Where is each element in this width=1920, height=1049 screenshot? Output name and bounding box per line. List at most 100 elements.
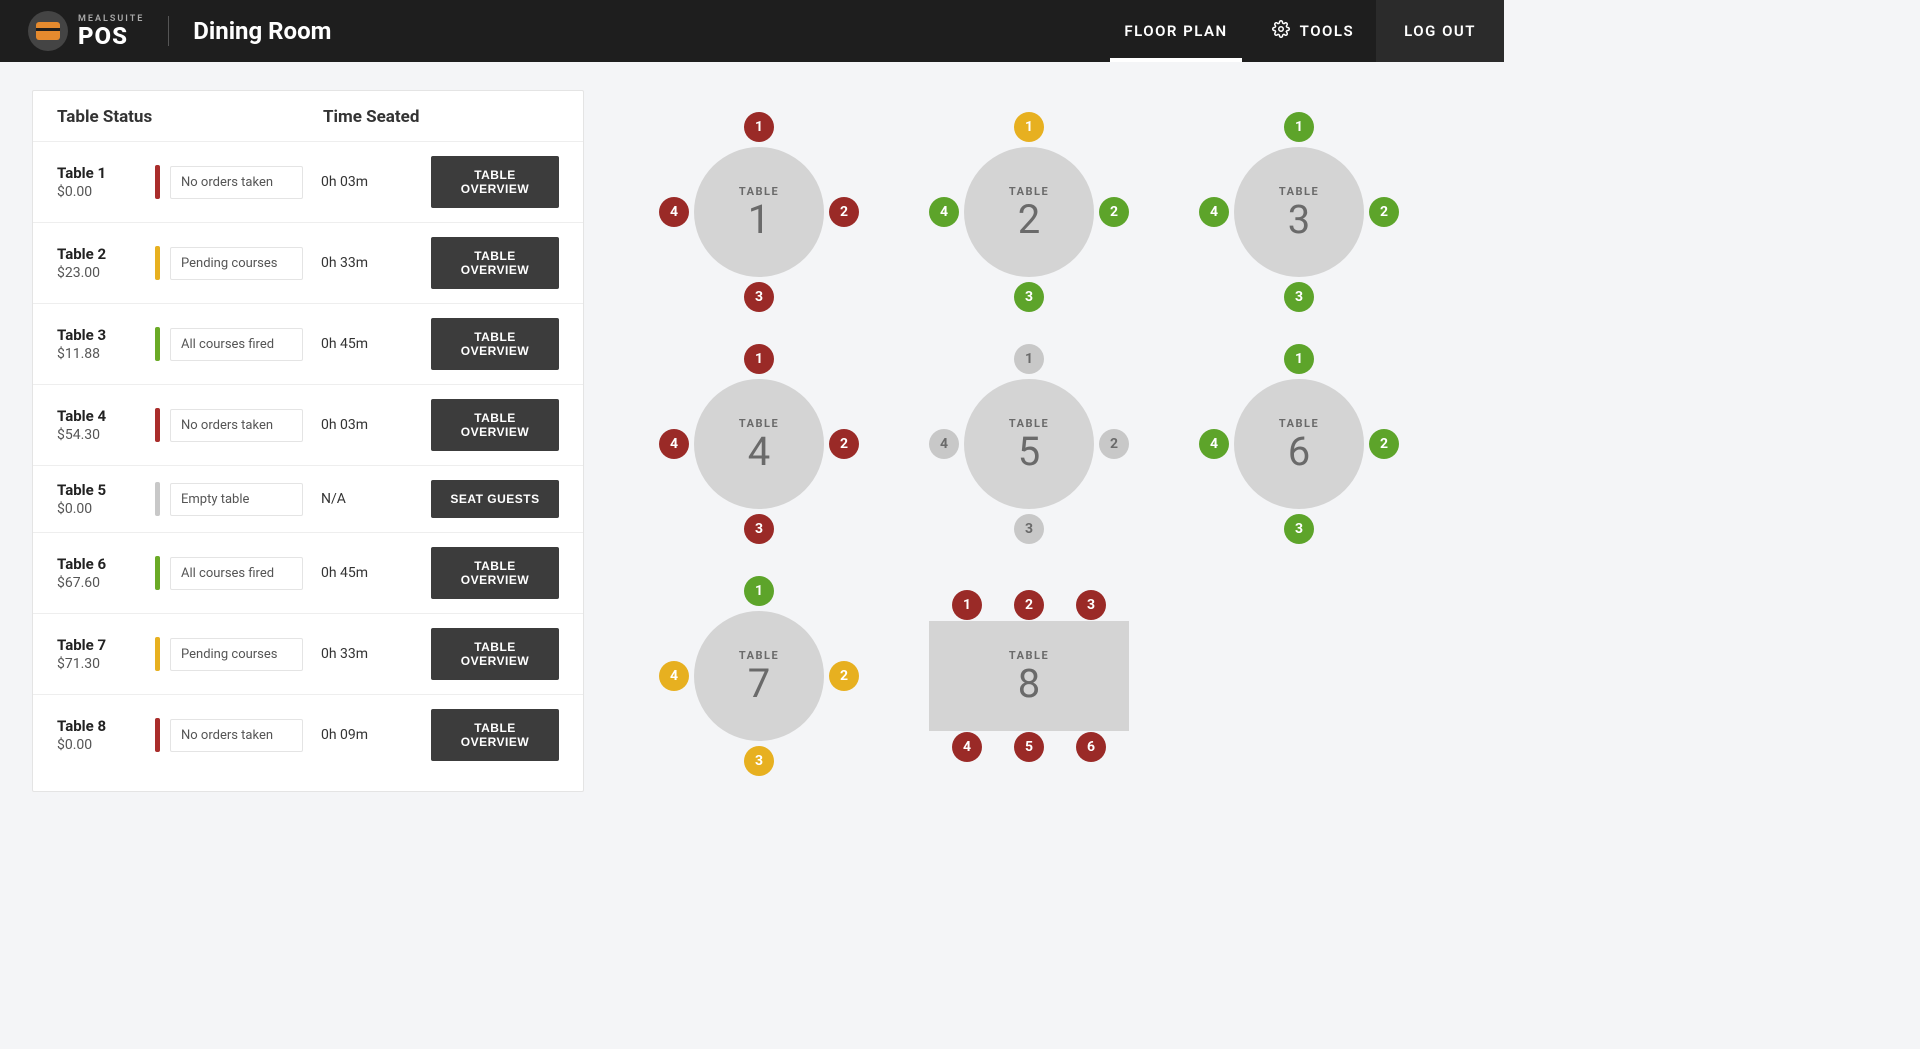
table-name: Table 7 (57, 636, 155, 654)
status-color-bar (155, 556, 160, 590)
seat[interactable]: 4 (659, 429, 689, 459)
table-action-button[interactable]: TABLE OVERVIEW (431, 318, 559, 370)
status-pill: All courses fired (155, 327, 303, 361)
floor-table[interactable]: TABLE 6 1234 (1164, 328, 1434, 560)
seat[interactable]: 5 (1014, 732, 1044, 762)
time-seated: 0h 09m (321, 727, 413, 743)
seat[interactable]: 3 (1284, 282, 1314, 312)
table-number: 7 (748, 664, 770, 704)
nav-logout-label: LOG OUT (1404, 22, 1476, 40)
table-name: Table 5 (57, 481, 155, 499)
table-action-button[interactable]: SEAT GUESTS (431, 480, 559, 518)
seat[interactable]: 1 (1284, 344, 1314, 374)
table-action-button[interactable]: TABLE OVERVIEW (431, 237, 559, 289)
table-amount: $67.60 (57, 575, 155, 591)
seat[interactable]: 2 (1369, 429, 1399, 459)
seat[interactable]: 1 (1014, 112, 1044, 142)
table-name-cell: Table 4 $54.30 (57, 407, 155, 443)
floor-table[interactable]: TABLE 8 1 2 3 4 5 6 (894, 560, 1434, 792)
floor-table[interactable]: TABLE 4 1234 (624, 328, 894, 560)
status-pill: Empty table (155, 482, 303, 516)
table-action-button[interactable]: TABLE OVERVIEW (431, 156, 559, 208)
seat[interactable]: 1 (952, 590, 982, 620)
status-text: All courses fired (170, 557, 303, 590)
seat[interactable]: 1 (744, 576, 774, 606)
floor-table[interactable]: TABLE 7 1 2 3 4 (624, 560, 894, 792)
seat[interactable]: 2 (1099, 429, 1129, 459)
brand-title: POS (78, 24, 144, 48)
seat[interactable]: 3 (1014, 282, 1044, 312)
header-divider (168, 16, 169, 46)
status-color-bar (155, 408, 160, 442)
status-pill: Pending courses (155, 246, 303, 280)
seat[interactable]: 4 (952, 732, 982, 762)
floor-table[interactable]: TABLE 5 1234 (894, 328, 1164, 560)
table-action-button[interactable]: TABLE OVERVIEW (431, 709, 559, 761)
status-color-bar (155, 637, 160, 671)
table-amount: $0.00 (57, 501, 155, 517)
app-header: MEALSUITE POS Dining Room FLOOR PLAN TOO… (0, 0, 1504, 62)
status-text: Pending courses (170, 638, 303, 671)
table-name: Table 4 (57, 407, 155, 425)
seat[interactable]: 4 (1199, 429, 1229, 459)
time-seated: 0h 45m (321, 336, 413, 352)
seat[interactable]: 1 (1284, 112, 1314, 142)
table-action-button[interactable]: TABLE OVERVIEW (431, 399, 559, 451)
table-action-button[interactable]: TABLE OVERVIEW (431, 547, 559, 599)
table-name-cell: Table 8 $0.00 (57, 717, 155, 753)
seat[interactable]: 2 (829, 661, 859, 691)
table-shape: TABLE 3 (1234, 147, 1364, 277)
status-text: Empty table (170, 483, 303, 516)
floor-table[interactable]: TABLE 1 1234 (624, 96, 894, 328)
time-seated: 0h 03m (321, 174, 413, 190)
seat[interactable]: 2 (1099, 197, 1129, 227)
table-shape: TABLE 8 (929, 621, 1129, 731)
seat[interactable]: 2 (1014, 590, 1044, 620)
table-amount: $54.30 (57, 427, 155, 443)
floor-table[interactable]: TABLE 3 1 2 3 4 (1164, 96, 1434, 328)
time-seated: N/A (321, 491, 413, 507)
seat[interactable]: 2 (829, 429, 859, 459)
seat[interactable]: 4 (929, 429, 959, 459)
nav-tools[interactable]: TOOLS (1250, 0, 1376, 62)
seat[interactable]: 1 (744, 344, 774, 374)
seat[interactable]: 4 (659, 197, 689, 227)
seat[interactable]: 1 (744, 112, 774, 142)
seat[interactable]: 3 (1014, 514, 1044, 544)
seat[interactable]: 2 (1369, 197, 1399, 227)
status-color-bar (155, 165, 160, 199)
seat[interactable]: 3 (744, 514, 774, 544)
table-amount: $71.30 (57, 656, 155, 672)
status-color-bar (155, 482, 160, 516)
table-number: 1 (748, 200, 770, 240)
seat[interactable]: 3 (1076, 590, 1106, 620)
table-amount: $23.00 (57, 265, 155, 281)
seat[interactable]: 1 (1014, 344, 1044, 374)
table-status-row: Table 1 $0.00 No orders taken 0h 03m TAB… (33, 141, 583, 222)
seat[interactable]: 2 (829, 197, 859, 227)
header-table-status: Table Status (57, 107, 323, 127)
table-shape: TABLE 7 (694, 611, 824, 741)
seat[interactable]: 4 (659, 661, 689, 691)
seat[interactable]: 4 (1199, 197, 1229, 227)
seat[interactable]: 6 (1076, 732, 1106, 762)
nav-floor-plan[interactable]: FLOOR PLAN (1102, 0, 1249, 62)
status-text: No orders taken (170, 409, 303, 442)
table-name-cell: Table 5 $0.00 (57, 481, 155, 517)
seat[interactable]: 3 (744, 746, 774, 776)
seat[interactable]: 3 (1284, 514, 1314, 544)
time-seated: 0h 03m (321, 417, 413, 433)
table-number: 4 (748, 432, 770, 472)
seat[interactable]: 3 (744, 282, 774, 312)
floor-table[interactable]: TABLE 2 1234 (894, 96, 1164, 328)
table-amount: $0.00 (57, 737, 155, 753)
nav-logout[interactable]: LOG OUT (1376, 0, 1504, 62)
seat[interactable]: 4 (929, 197, 959, 227)
status-pill: No orders taken (155, 408, 303, 442)
status-color-bar (155, 718, 160, 752)
time-seated: 0h 33m (321, 255, 413, 271)
status-pill: Pending courses (155, 637, 303, 671)
table-name: Table 1 (57, 164, 155, 182)
table-action-button[interactable]: TABLE OVERVIEW (431, 628, 559, 680)
top-nav: FLOOR PLAN TOOLS LOG OUT (1102, 0, 1504, 62)
